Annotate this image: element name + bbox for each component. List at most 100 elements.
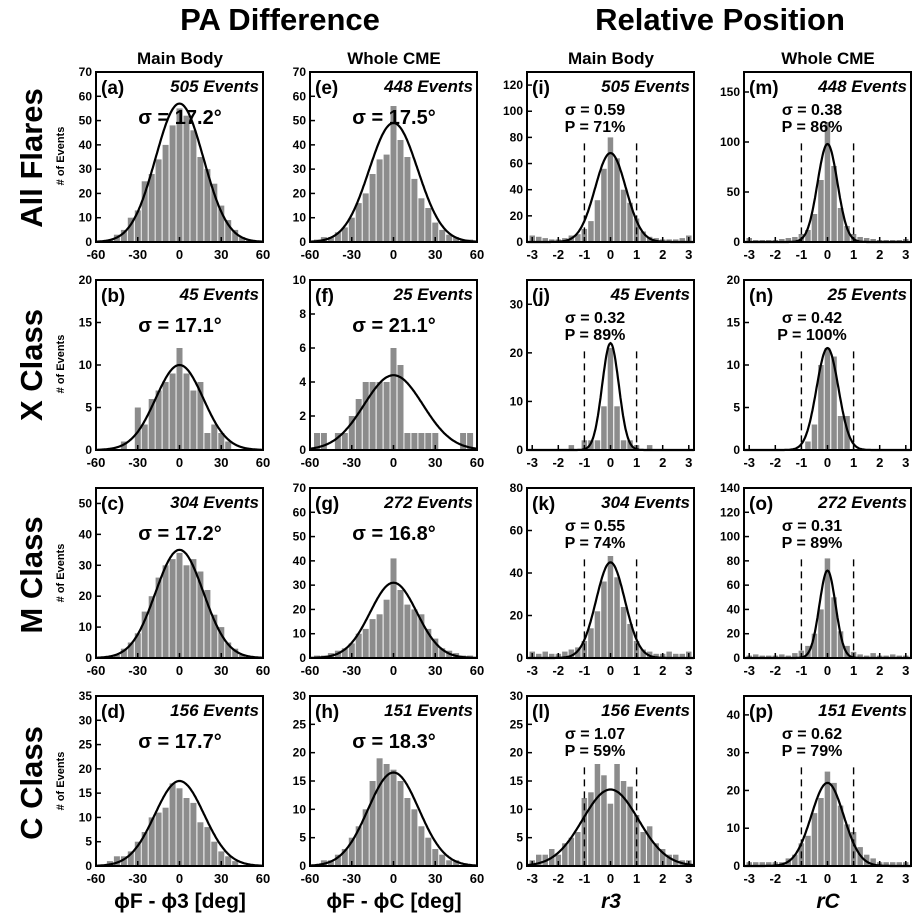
fit-curve-d xyxy=(96,779,263,867)
y-tick-label-h-5: 25 xyxy=(293,717,307,731)
y-tick-label-f-3: 6 xyxy=(299,341,306,355)
bar-b-5 xyxy=(155,390,162,450)
panel-label-e: (e) xyxy=(315,78,338,99)
bar-f-6 xyxy=(355,399,362,450)
y-tick-label-c-5: 50 xyxy=(79,496,93,510)
bar-d-11 xyxy=(183,798,190,866)
panel-label-o: (o) xyxy=(749,494,773,515)
y-tick-label-p-1: 10 xyxy=(727,821,741,835)
bar-b-15 xyxy=(225,441,232,450)
sigma-text-g: σ = 16.8° xyxy=(352,523,435,545)
bar-b-0 xyxy=(120,441,127,450)
x-tick-label-g-2: 0 xyxy=(390,663,397,678)
bar-l-21 xyxy=(666,854,672,866)
y-tick-label-h-6: 30 xyxy=(293,689,307,703)
sigma-text-k: σ = 0.55 xyxy=(565,518,625,535)
y-tick-label-a-7: 70 xyxy=(79,65,93,79)
sigma-text-a: σ = 17.2° xyxy=(138,107,221,129)
bar-c-0 xyxy=(113,654,120,658)
bar-e-8 xyxy=(369,174,376,242)
bar-k-22 xyxy=(673,653,679,659)
sigma-text-i: σ = 0.59 xyxy=(565,102,625,119)
bar-k-7 xyxy=(575,647,581,658)
x-tick-label-h-3: 30 xyxy=(428,871,442,886)
bar-f-8 xyxy=(369,382,376,450)
bar-h-16 xyxy=(432,849,439,866)
x-tick-label-l-1: -2 xyxy=(553,871,565,886)
bar-f-3 xyxy=(334,433,341,450)
bar-h-17 xyxy=(439,854,446,866)
bar-o-21 xyxy=(883,655,889,658)
bar-h-10 xyxy=(390,769,397,866)
bar-c-8 xyxy=(169,559,176,658)
y-tick-label-b-3: 15 xyxy=(79,316,93,330)
bar-p-21 xyxy=(883,862,889,866)
bar-k-12 xyxy=(607,556,614,658)
bar-k-19 xyxy=(653,653,659,659)
bar-a-6 xyxy=(148,174,155,242)
panel-m: 0 50 100 150 -3 -2 -1 0 1 2 3 (m) 448 Events σ = 0.38… xyxy=(720,71,912,262)
bar-e-2 xyxy=(327,237,334,242)
bar-f-1 xyxy=(320,433,327,450)
y-tick-label-a-1: 10 xyxy=(79,211,93,225)
panel-g: 0 10 20 30 40 50 60 70 -60 -30 0 30 60 (g) 272 Events σ… xyxy=(293,481,485,678)
x-tick-label-n-2: -1 xyxy=(796,455,808,470)
panel-label-c: (c) xyxy=(101,494,124,515)
panel-label-g: (g) xyxy=(315,494,339,515)
panel-o: 0 20 40 60 80 100 120 140 -3 -2 -1 0 1 2 3 (o) 272 Event… xyxy=(720,481,912,678)
x-tick-label-b-0: -60 xyxy=(87,455,106,470)
x-tick-label-c-1: -30 xyxy=(128,663,147,678)
bar-a-3 xyxy=(127,217,134,242)
panel-h: 0 5 10 15 20 25 30 -60 -30 0 30 60 (h) 151 Events σ = … xyxy=(293,689,485,886)
bar-o-14 xyxy=(837,631,844,658)
x-tick-label-p-2: -1 xyxy=(796,871,808,886)
bar-b-10 xyxy=(190,390,197,450)
bar-e-14 xyxy=(411,178,418,242)
bar-k-3 xyxy=(549,653,555,659)
y-tick-label-m-0: 0 xyxy=(733,235,740,249)
panel-label-i: (i) xyxy=(532,78,550,99)
bar-i-7 xyxy=(575,234,581,242)
y-tick-label-p-2: 20 xyxy=(727,783,741,797)
bar-i-15 xyxy=(627,202,633,242)
bar-g-10 xyxy=(383,599,390,658)
y-tick-label-j-2: 20 xyxy=(510,346,524,360)
x-tick-label-k-5: 2 xyxy=(659,663,666,678)
bar-a-5 xyxy=(141,181,148,242)
y-tick-label-e-6: 60 xyxy=(293,89,307,103)
x-tick-label-k-0: -3 xyxy=(526,663,538,678)
panel-label-a: (a) xyxy=(101,78,124,99)
y-tick-label-e-4: 40 xyxy=(293,138,307,152)
bar-k-6 xyxy=(568,649,575,658)
x-tick-label-g-0: -60 xyxy=(301,663,320,678)
y-tick-label-i-5: 100 xyxy=(503,104,523,118)
x-tick-label-n-6: 3 xyxy=(902,455,909,470)
bar-o-19 xyxy=(870,653,876,658)
bar-m-14 xyxy=(837,208,844,242)
x-tick-label-k-2: -1 xyxy=(579,663,591,678)
x-tick-label-p-1: -2 xyxy=(770,871,782,886)
panel-i: 0 20 40 60 80 100 120 -3 -2 -1 0 1 2 3 (i) 505 Events σ … xyxy=(503,71,695,262)
x-tick-label-l-5: 2 xyxy=(659,871,666,886)
bar-b-12 xyxy=(204,433,211,450)
bar-e-9 xyxy=(376,159,383,242)
bar-h-18 xyxy=(446,860,453,866)
x-tick-label-b-2: 0 xyxy=(176,455,183,470)
y-tick-label-g-7: 70 xyxy=(293,481,307,495)
fit-curve-l xyxy=(526,788,695,867)
y-tick-label-g-2: 20 xyxy=(293,602,307,616)
x-tick-label-k-1: -2 xyxy=(553,663,565,678)
x-tick-label-n-1: -2 xyxy=(770,455,782,470)
bar-o-12 xyxy=(824,558,831,658)
bar-k-5 xyxy=(562,651,568,658)
y-tick-label-f-0: 0 xyxy=(299,443,306,457)
x-tick-label-k-3: 0 xyxy=(607,663,614,678)
x-tick-label-l-0: -3 xyxy=(526,871,538,886)
y-tick-label-d-5: 25 xyxy=(79,738,93,752)
sigma-text-c: σ = 17.2° xyxy=(138,523,221,545)
bar-l-11 xyxy=(601,775,607,866)
y-tick-label-l-2: 10 xyxy=(510,802,524,816)
sigma-text-m: σ = 0.38 xyxy=(782,102,842,119)
x-axis-label-rc: rC xyxy=(816,890,840,913)
bar-g-15 xyxy=(418,614,425,658)
